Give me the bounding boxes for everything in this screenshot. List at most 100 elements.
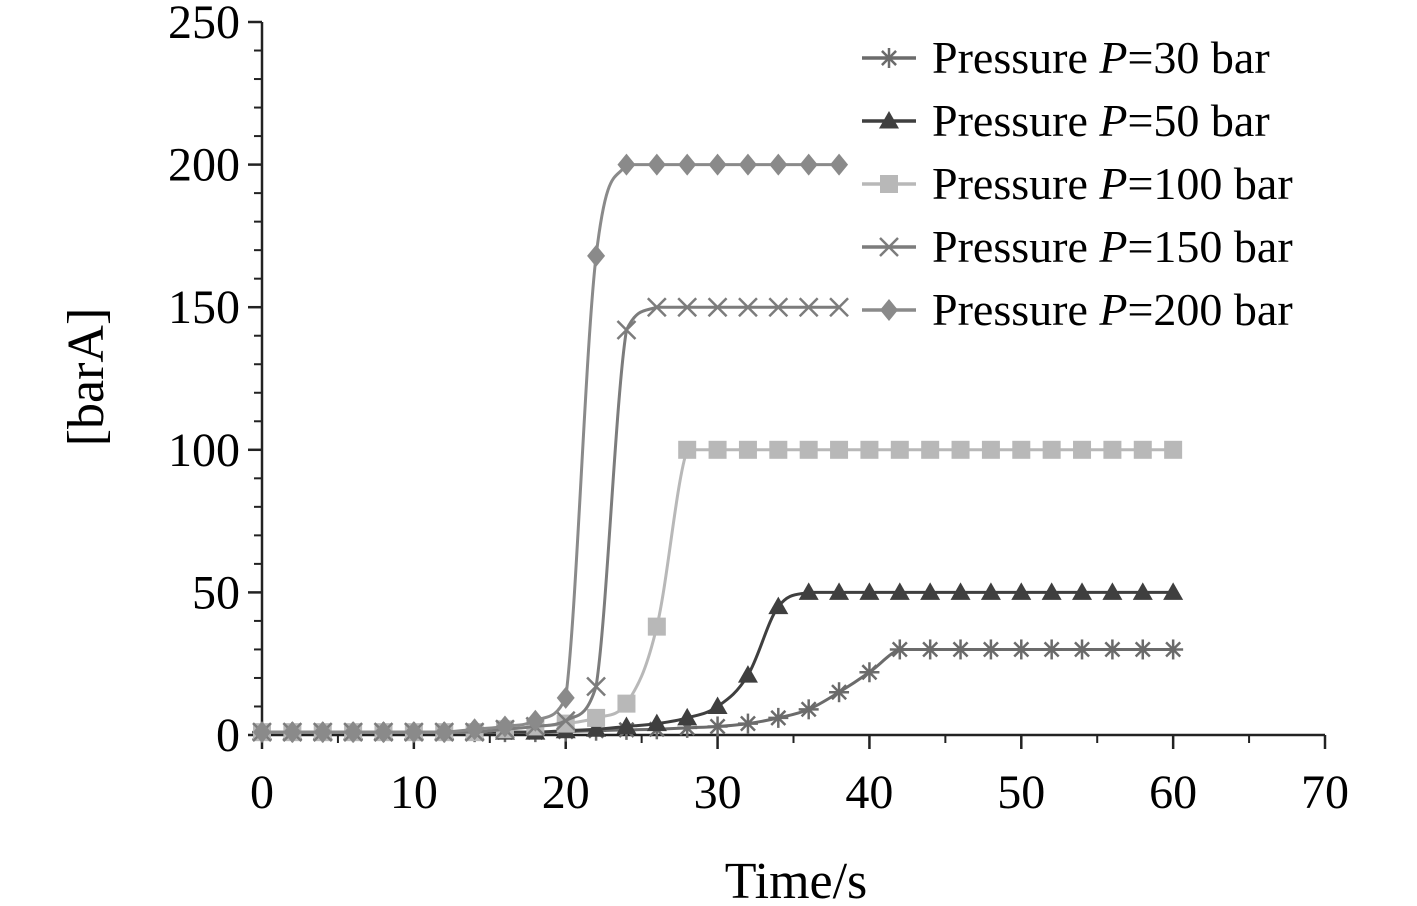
y-axis-title: [barA] xyxy=(58,308,115,447)
legend-marker xyxy=(879,111,899,129)
data-point xyxy=(950,639,971,660)
data-point xyxy=(921,440,940,459)
data-point xyxy=(555,710,576,731)
legend-entry: Pressure P=150 bar xyxy=(862,221,1293,272)
data-point xyxy=(404,721,423,744)
data-point xyxy=(617,153,636,176)
data-point xyxy=(253,721,271,744)
data-point xyxy=(708,440,727,459)
data-point xyxy=(1163,639,1184,660)
data-point xyxy=(799,440,818,459)
data-point xyxy=(920,582,941,600)
data-point xyxy=(1132,639,1153,660)
data-point xyxy=(586,676,606,697)
x-axis-title: Time/s xyxy=(725,853,868,901)
y-tick-label: 200 xyxy=(168,139,240,192)
y-tick-label: 150 xyxy=(168,281,240,334)
series-line xyxy=(262,163,840,734)
data-point xyxy=(737,665,758,683)
data-point xyxy=(677,707,698,726)
data-point xyxy=(768,707,789,728)
data-point xyxy=(769,440,788,459)
data-point xyxy=(646,713,667,732)
legend-label-variable: P xyxy=(1098,95,1127,146)
series-3 xyxy=(252,297,849,743)
data-point xyxy=(738,440,757,459)
data-point xyxy=(860,440,879,459)
data-point xyxy=(1073,440,1092,459)
data-point xyxy=(1072,582,1093,600)
series-layer xyxy=(252,153,1184,744)
data-point xyxy=(313,721,332,744)
data-point xyxy=(678,440,697,459)
data-point xyxy=(708,153,727,176)
data-point xyxy=(798,582,819,600)
data-point xyxy=(616,716,637,734)
data-point xyxy=(678,153,697,176)
data-point xyxy=(465,718,484,741)
legend-label-suffix: =200 bar xyxy=(1127,284,1292,335)
y-tick-label: 250 xyxy=(168,0,240,49)
data-point xyxy=(1041,582,1062,600)
legend-entry: Pressure P=200 bar xyxy=(862,284,1293,335)
legend-entry: Pressure P=100 bar xyxy=(862,158,1293,209)
legend-label-prefix: Pressure xyxy=(932,158,1099,209)
data-point xyxy=(920,639,941,660)
data-point xyxy=(798,297,819,318)
data-point xyxy=(737,713,758,734)
data-point xyxy=(677,297,698,318)
data-point xyxy=(435,721,454,744)
legend-label-prefix: Pressure xyxy=(932,221,1099,272)
data-point xyxy=(707,297,728,318)
data-point xyxy=(495,715,514,738)
data-point xyxy=(1102,639,1123,660)
data-point xyxy=(1164,440,1183,459)
data-point xyxy=(647,153,666,176)
data-point xyxy=(344,721,363,744)
legend-marker xyxy=(880,175,898,193)
legend-entry: Pressure P=30 bar xyxy=(862,32,1270,83)
data-point xyxy=(1012,440,1031,459)
data-point xyxy=(768,596,789,615)
data-point xyxy=(283,721,302,744)
legend-label-variable: P xyxy=(1098,158,1127,209)
legend-label-variable: P xyxy=(1098,284,1127,335)
data-point xyxy=(798,699,819,720)
data-point xyxy=(1133,440,1152,459)
x-tick-label: 50 xyxy=(997,766,1045,819)
data-point xyxy=(374,721,393,744)
data-point xyxy=(950,582,971,600)
data-point xyxy=(587,708,606,727)
x-tick-label: 40 xyxy=(845,766,893,819)
data-point xyxy=(707,696,728,714)
x-tick-label: 70 xyxy=(1301,766,1349,819)
data-point xyxy=(1103,440,1122,459)
series-4 xyxy=(253,153,849,744)
legend-label-suffix: =30 bar xyxy=(1127,32,1269,83)
legend-label-suffix: =100 bar xyxy=(1127,158,1292,209)
data-point xyxy=(616,320,637,340)
legend-label: Pressure P=200 bar xyxy=(932,284,1293,335)
data-point xyxy=(951,440,970,459)
data-point xyxy=(738,153,757,176)
data-point xyxy=(981,440,1000,459)
data-point xyxy=(1042,440,1061,459)
legend-label: Pressure P=50 bar xyxy=(932,95,1270,146)
legend-label-variable: P xyxy=(1098,221,1127,272)
legend-label-suffix: =150 bar xyxy=(1127,221,1292,272)
data-point xyxy=(980,582,1001,600)
legend-label-suffix: =50 bar xyxy=(1127,95,1269,146)
legend-label-prefix: Pressure xyxy=(932,32,1099,83)
data-point xyxy=(586,719,607,737)
data-point xyxy=(859,582,880,600)
data-point xyxy=(829,682,850,703)
x-tick-label: 20 xyxy=(542,766,590,819)
data-point xyxy=(829,297,849,318)
legend-label-variable: P xyxy=(1098,32,1127,83)
x-tick-label: 60 xyxy=(1149,766,1197,819)
data-point xyxy=(768,297,789,318)
legend-label-prefix: Pressure xyxy=(932,95,1099,146)
data-point xyxy=(1132,582,1153,600)
